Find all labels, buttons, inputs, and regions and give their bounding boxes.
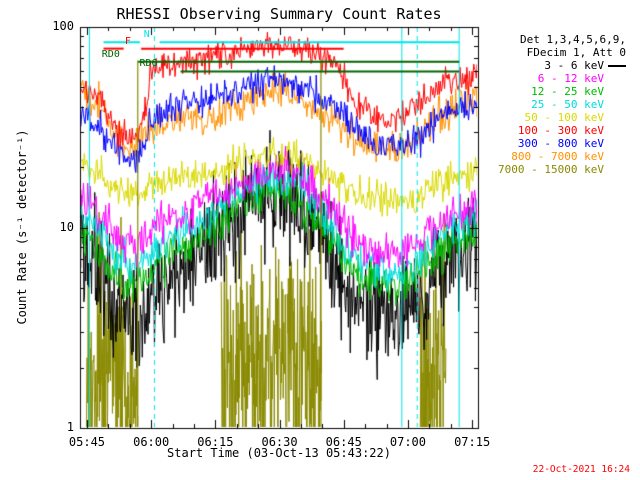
legend-entry-label: 800 - 7000 keV: [511, 150, 604, 163]
legend-line-swatch: [604, 91, 626, 93]
x-tick-label: 06:15: [197, 435, 234, 449]
y-tick-label: 100: [52, 19, 74, 33]
generated-timestamp: 22-Oct-2021 16:24: [532, 464, 630, 475]
legend-line-swatch: [604, 143, 626, 145]
legend-entry-label: 12 - 25 keV: [531, 85, 604, 98]
legend-entry-label: 50 - 100 keV: [524, 111, 604, 124]
legend-entry: 3 - 6 keV: [460, 59, 626, 72]
x-tick-label: 07:15: [454, 435, 491, 449]
legend-entry-label: 6 - 12 keV: [537, 72, 604, 85]
legend-entry: 300 - 800 keV: [460, 137, 626, 150]
x-tick-label: 07:00: [389, 435, 426, 449]
legend-line-swatch: [608, 65, 626, 67]
legend-entry: 25 - 50 keV: [460, 98, 626, 111]
legend-entry: 7000 - 15000 keV: [460, 163, 626, 176]
legend-line-swatch: [604, 156, 626, 158]
x-tick-label: 06:30: [261, 435, 298, 449]
flag-label: F: [124, 35, 131, 47]
legend-line-swatch: [604, 117, 626, 119]
flag-label: RD0: [101, 48, 120, 60]
legend-entry: 12 - 25 keV: [460, 85, 626, 98]
flag-label: RD6: [139, 58, 158, 70]
x-tick-label: 06:45: [325, 435, 362, 449]
y-axis-label: Count Rate (s⁻¹ detector⁻¹): [15, 129, 29, 325]
legend-title-line2: FDecim 1, Att 0: [526, 46, 626, 59]
legend-entry-label: 7000 - 15000 keV: [498, 163, 604, 176]
legend-line-swatch: [604, 78, 626, 80]
legend-title-line1: Det 1,3,4,5,6,9,: [520, 33, 626, 46]
legend-entry-label: 300 - 800 keV: [517, 137, 604, 150]
flag-label: N: [143, 29, 150, 41]
legend-line-swatch: [604, 169, 626, 171]
legend: Det 1,3,4,5,6,9, FDecim 1, Att 0 3 - 6 k…: [460, 33, 626, 176]
legend-entry: 6 - 12 keV: [460, 72, 626, 85]
legend-entry-label: 3 - 6 keV: [544, 59, 604, 72]
legend-entry-label: 100 - 300 keV: [517, 124, 604, 137]
legend-entry-label: 25 - 50 keV: [531, 98, 604, 111]
chart-title: RHESSI Observing Summary Count Rates: [116, 5, 442, 23]
legend-line-swatch: [604, 104, 626, 106]
y-tick-label: 10: [59, 219, 74, 234]
x-axis-label: Start Time (03-Oct-13 05:43:22): [167, 446, 391, 460]
legend-entry: 50 - 100 keV: [460, 111, 626, 124]
legend-entry: 800 - 7000 keV: [460, 150, 626, 163]
legend-entry: 100 - 300 keV: [460, 124, 626, 137]
legend-line-swatch: [604, 130, 626, 132]
x-tick-label: 06:00: [133, 435, 170, 449]
y-tick-label: 1: [66, 420, 74, 434]
x-tick-label: 05:45: [68, 435, 106, 449]
